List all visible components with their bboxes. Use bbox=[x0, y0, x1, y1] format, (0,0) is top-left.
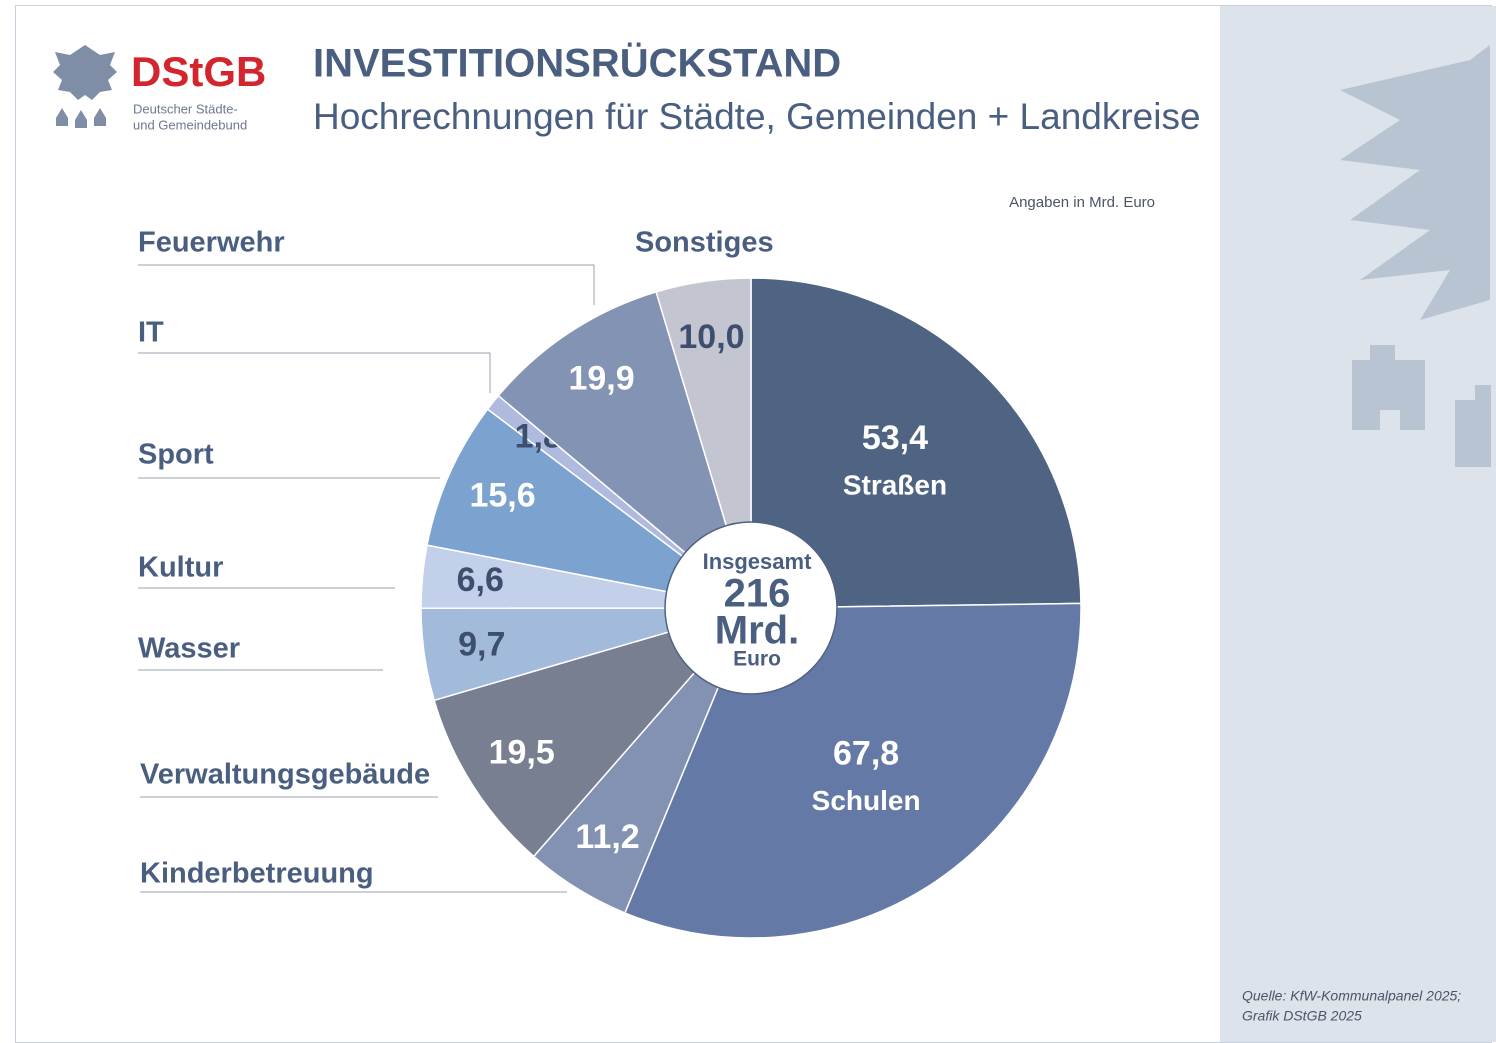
value-label: 9,7 bbox=[458, 626, 505, 664]
value-label: 19,5 bbox=[489, 733, 555, 771]
category-label: Straßen bbox=[843, 469, 947, 500]
eagle-wing bbox=[1340, 45, 1490, 320]
category-label: Kinderbetreuung bbox=[140, 858, 374, 890]
value-label: 11,2 bbox=[575, 818, 639, 856]
category-label: Schulen bbox=[812, 785, 921, 816]
value-label: 6,6 bbox=[457, 561, 504, 599]
leader-line bbox=[138, 352, 491, 393]
value-label: 15,6 bbox=[469, 476, 535, 514]
castle bbox=[1455, 385, 1491, 467]
eagle-decor bbox=[1340, 45, 1491, 467]
category-label: Kultur bbox=[138, 552, 223, 584]
pie-slice bbox=[433, 606, 754, 858]
category-label: Verwaltungsgebäude bbox=[140, 759, 430, 791]
value-label: 67,8 bbox=[833, 735, 899, 773]
chart-subtitle: Hochrechnungen für Städte, Gemeinden + L… bbox=[313, 96, 1201, 137]
center-label: 216 bbox=[724, 572, 791, 616]
category-label: Feuerwehr bbox=[138, 227, 285, 259]
logo-icon bbox=[53, 45, 117, 100]
castle bbox=[1352, 345, 1425, 430]
logo-name: DStGB bbox=[131, 48, 266, 95]
center-label: Mrd. bbox=[715, 609, 799, 653]
value-label: 10,0 bbox=[678, 318, 744, 356]
source: Quelle: KfW-Kommunalpanel 2025; bbox=[1242, 988, 1461, 1004]
pie-slice bbox=[426, 408, 752, 609]
category-label: Sonstiges bbox=[635, 227, 774, 259]
logo-text: Deutscher Städte- bbox=[133, 101, 238, 116]
value-label: 19,9 bbox=[568, 360, 634, 398]
category-label: Sport bbox=[138, 439, 214, 471]
center-label: Euro bbox=[733, 648, 781, 671]
logo-icon bbox=[56, 108, 106, 128]
unit-note: Angaben in Mrd. Euro bbox=[1009, 194, 1155, 211]
pie-slice bbox=[497, 290, 753, 611]
logo-eagle bbox=[53, 45, 117, 128]
source: Grafik DStGB 2025 bbox=[1242, 1008, 1362, 1024]
category-label: IT bbox=[138, 317, 164, 349]
value-label: 53,4 bbox=[862, 419, 928, 457]
logo-text: und Gemeindebund bbox=[133, 117, 247, 132]
category-label: Wasser bbox=[138, 633, 240, 665]
pie-slice bbox=[750, 277, 1082, 609]
chart-title: INVESTITIONSRÜCKSTAND bbox=[313, 41, 841, 86]
center-hole bbox=[664, 521, 838, 695]
center-label: Insgesamt bbox=[703, 549, 812, 574]
leader-line bbox=[138, 264, 595, 305]
